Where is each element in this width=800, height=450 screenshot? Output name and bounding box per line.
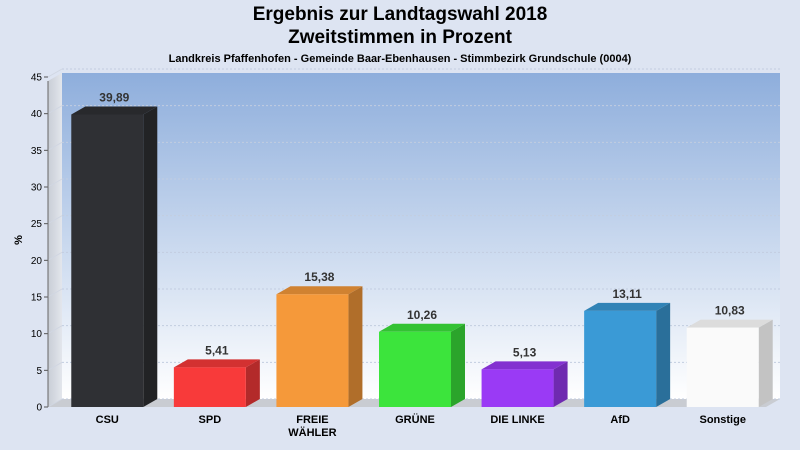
bar-top [379, 323, 465, 332]
bar-front [379, 331, 451, 407]
side-wall [48, 73, 62, 407]
x-tick-label: DIE LINKE [490, 414, 544, 426]
x-tick-label: FREIE [296, 414, 328, 426]
x-tick-label: WÄHLER [288, 426, 336, 439]
bar-csu: 39,89 [71, 90, 158, 408]
y-tick-label: 25 [31, 219, 43, 230]
bar-side [451, 323, 465, 407]
bar-side [348, 286, 363, 407]
grid-line-side [47, 398, 63, 408]
grid-lines [47, 68, 780, 408]
data-label: 10,26 [407, 308, 437, 322]
x-tick-label: Sonstige [699, 414, 745, 426]
grid-line-side [47, 288, 63, 298]
grid-line-side [47, 251, 63, 261]
bar-top [276, 286, 363, 295]
bar-top [71, 106, 158, 115]
bar-side [553, 361, 568, 407]
y-tick-label: 45 [31, 73, 43, 84]
bar-top [481, 361, 568, 370]
bar-afd: 13,11 [584, 287, 671, 407]
y-axis: 0 5 10 15 20 25 30 35 40 45 [31, 73, 49, 414]
y-tick-label: 10 [31, 329, 43, 340]
bar-spd: 5,41 [173, 343, 260, 407]
bar-front [686, 327, 759, 407]
y-tick-label: 0 [36, 403, 42, 414]
bar-side [143, 106, 158, 408]
y-tick-label: 30 [31, 183, 43, 194]
chart-title: Ergebnis zur Landtagswahl 2018 [252, 4, 548, 25]
bars: 39,89 5,41 15,38 10,26 5,13 13,11 10,83 [71, 90, 773, 408]
grid-line-side [47, 68, 63, 78]
bar-top [584, 302, 671, 311]
y-tick-label: 20 [31, 256, 43, 267]
bar-front [71, 114, 144, 408]
chart-subtitle: Zweitstimmen in Prozent [288, 27, 512, 48]
y-tick-label: 5 [36, 366, 42, 377]
y-tick-label: 35 [31, 146, 43, 157]
bar-sonstige: 10,83 [686, 304, 773, 407]
bar-top [173, 359, 260, 368]
y-axis-label: % [13, 235, 25, 245]
bar-top [686, 319, 773, 328]
x-tick-label: GRÜNE [395, 413, 435, 426]
grid-line-side [47, 141, 63, 151]
x-tick-label: SPD [199, 414, 222, 426]
bar-front [276, 294, 349, 407]
data-label: 5,41 [205, 343, 229, 357]
data-label: 15,38 [304, 270, 334, 284]
bar-front [584, 310, 657, 407]
y-tick-label: 15 [31, 293, 43, 304]
data-label: 10,83 [715, 304, 745, 318]
bar-side [656, 302, 671, 407]
y-tick-label: 40 [31, 109, 43, 120]
bar-front [481, 369, 554, 407]
bar-grüne: 10,26 [379, 308, 465, 407]
x-tick-label: AfD [610, 414, 630, 426]
grid-line-side [47, 178, 63, 188]
data-label: 39,89 [99, 90, 129, 104]
x-tick-label: CSU [96, 414, 119, 426]
bar-die-linke: 5,13 [481, 345, 568, 407]
data-label: 5,13 [513, 345, 537, 359]
grid-line-side [47, 215, 63, 225]
bar-side [245, 359, 260, 407]
data-label: 13,11 [612, 287, 642, 301]
grid-line-side [47, 105, 63, 115]
bar-front [173, 367, 246, 407]
grid-line-side [47, 361, 63, 371]
bar-side [758, 319, 773, 407]
grid-line-side [47, 325, 63, 335]
bar-freie-wähler: 15,38 [276, 270, 363, 407]
chart-caption: Landkreis Pfaffenhofen - Gemeinde Baar-E… [168, 53, 632, 65]
